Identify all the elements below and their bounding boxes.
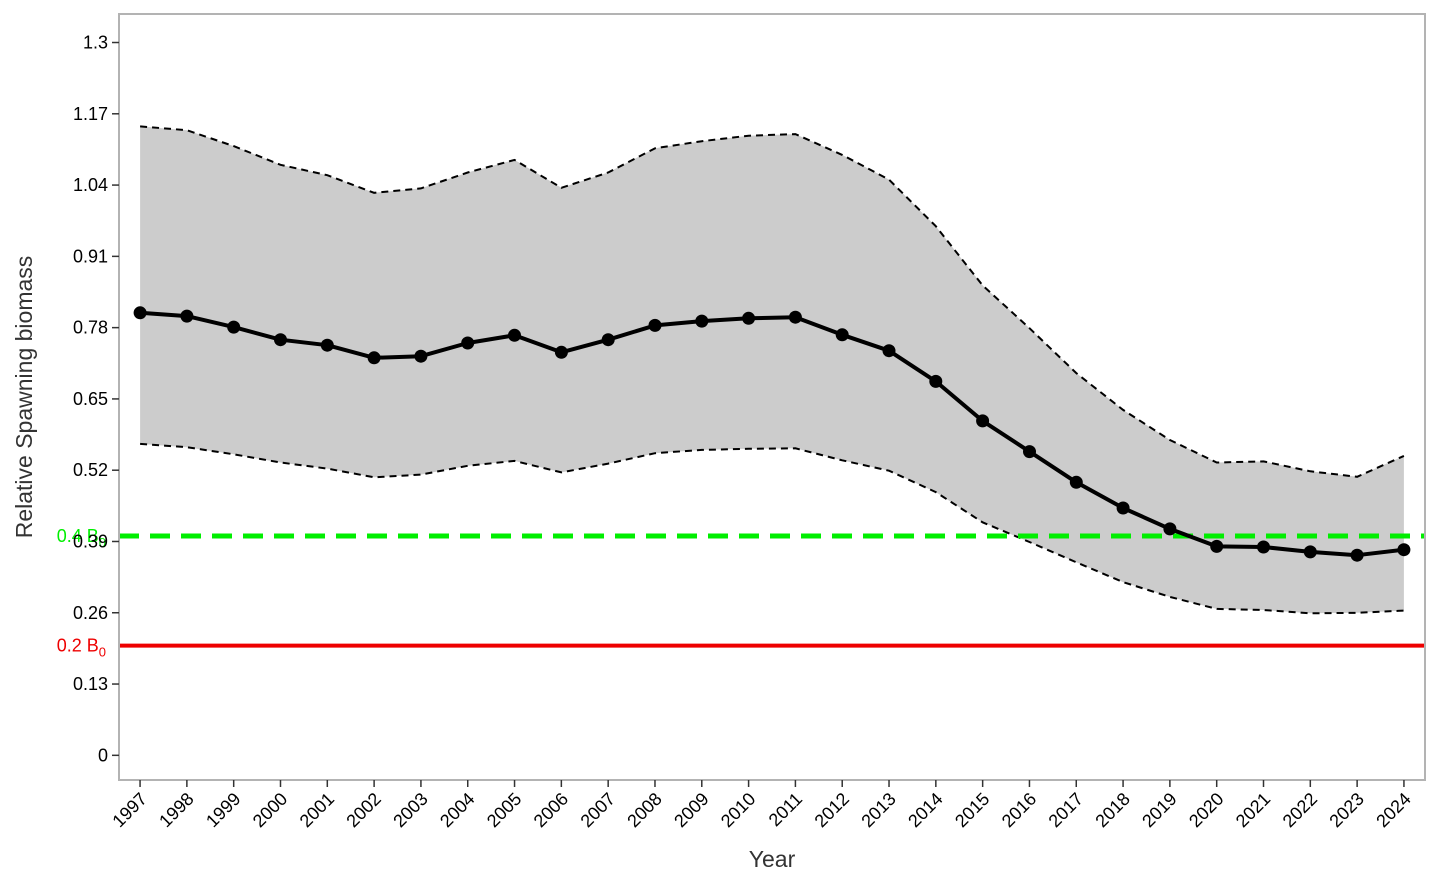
data-point-2007 <box>601 333 615 347</box>
data-point-2009 <box>695 314 709 328</box>
data-point-2010 <box>742 311 756 325</box>
y-axis: 0 0.13 0.26 0.39 0.52 0.65 0.78 0.91 1.04 1.17 1.3 <box>73 33 119 765</box>
lower-bound-line <box>140 442 1404 615</box>
data-point-2019 <box>1163 522 1177 536</box>
data-point-2004 <box>461 336 475 350</box>
y-tick-label-1: 0.13 <box>73 674 108 694</box>
data-point-2005 <box>508 328 521 342</box>
reference-label-1: 0.2 B0 <box>57 636 106 660</box>
data-point-2013 <box>882 344 896 358</box>
upper-bound-line <box>140 125 1405 478</box>
data-point-2020 <box>1210 539 1224 553</box>
data-point-2024 <box>1397 543 1411 557</box>
y-tick-label-4: 0.52 <box>73 460 108 480</box>
y-axis-title: Relative Spawning biomass <box>11 256 37 539</box>
y-tick-label-2: 0.26 <box>73 603 108 623</box>
data-point-2012 <box>835 328 849 342</box>
y-tick-label-5: 0.65 <box>73 389 108 409</box>
data-point-1997 <box>133 306 147 320</box>
data-point-1999 <box>227 320 241 334</box>
y-tick-label-6: 0.78 <box>73 318 108 338</box>
data-point-2023 <box>1350 548 1364 562</box>
confidence-band <box>140 125 1405 615</box>
data-series <box>133 306 1411 562</box>
plot-frame <box>118 13 1426 781</box>
y-tick-label-10: 1.3 <box>83 33 108 53</box>
reference-lines: 0.4 B0 0.2 B0 <box>57 526 1425 660</box>
data-point-2018 <box>1116 501 1130 515</box>
y-tick-label-8: 1.04 <box>73 175 108 195</box>
data-point-2000 <box>274 333 287 347</box>
y-tick-label-9: 1.17 <box>73 104 108 124</box>
data-point-2015 <box>976 414 990 428</box>
reference-label-0: 0.4 B0 <box>57 526 106 550</box>
data-point-1998 <box>180 309 194 323</box>
data-point-2016 <box>1023 445 1036 459</box>
data-point-2014 <box>929 374 943 388</box>
data-point-2022 <box>1303 545 1317 559</box>
data-point-2006 <box>554 345 568 359</box>
data-point-2021 <box>1257 540 1270 554</box>
data-point-2003 <box>414 349 428 363</box>
y-tick-label-3: 0.39 <box>73 531 108 551</box>
data-point-2002 <box>367 351 381 365</box>
interval-area <box>140 126 1404 614</box>
y-tick-label-7: 0.91 <box>73 246 108 266</box>
data-point-2017 <box>1069 475 1083 489</box>
x-axis-title: Year <box>749 846 796 872</box>
y-tick-label-0: 0 <box>98 745 108 765</box>
data-point-2011 <box>788 310 802 324</box>
data-point-2008 <box>648 318 662 332</box>
data-point-2001 <box>320 338 334 352</box>
median-line <box>139 310 1405 558</box>
